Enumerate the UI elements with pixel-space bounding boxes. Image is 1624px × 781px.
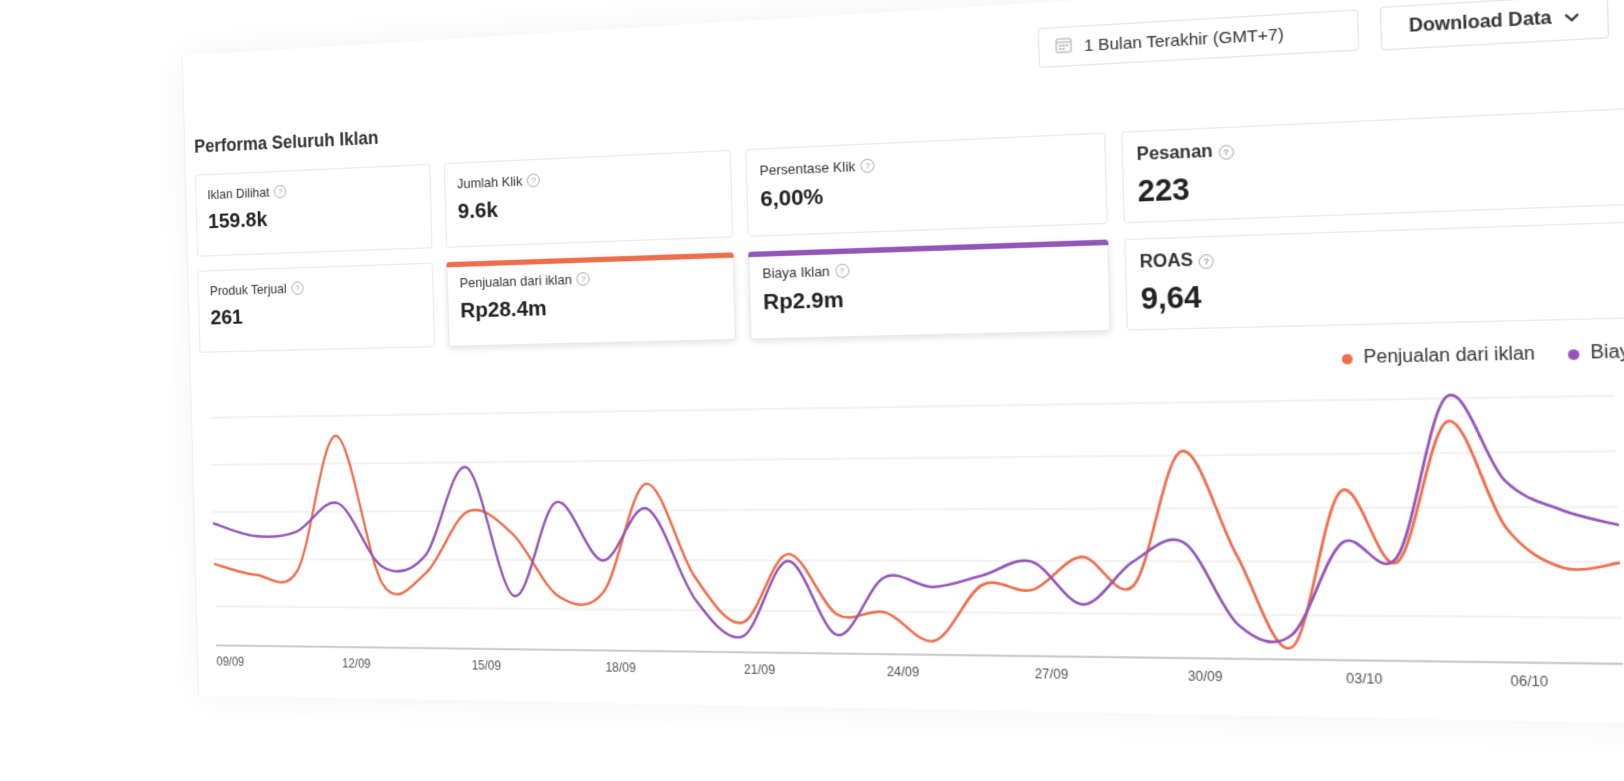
x-tick-label: 09/09 bbox=[216, 654, 244, 669]
grid-line bbox=[210, 396, 1615, 418]
section-title: Performa Seluruh Iklan bbox=[194, 127, 379, 157]
help-icon[interactable]: ? bbox=[291, 281, 304, 295]
ads-performance-panel: 1 Bulan Terakhir (GMT+7) Download Data P… bbox=[182, 0, 1624, 725]
metric-label: Iklan Dilihat bbox=[207, 184, 269, 202]
help-icon[interactable]: ? bbox=[527, 173, 540, 187]
date-range-picker[interactable]: 1 Bulan Terakhir (GMT+7) bbox=[1038, 9, 1360, 68]
metric-value: 159.8k bbox=[208, 201, 419, 234]
x-axis-line bbox=[216, 645, 1623, 664]
grid-line bbox=[213, 507, 1618, 512]
calendar-icon bbox=[1055, 36, 1072, 58]
metric-value: 9,64 bbox=[1140, 266, 1624, 317]
x-tick-label: 06/10 bbox=[1510, 673, 1548, 690]
cost-series-line bbox=[210, 392, 1622, 647]
metric-card-biaya-iklan[interactable]: Biaya Iklan? Rp2.9m bbox=[748, 240, 1111, 340]
download-data-button[interactable]: Download Data bbox=[1380, 0, 1609, 51]
metric-cards: Iklan Dilihat? 159.8k Jumlah Klik? 9.6k … bbox=[195, 104, 1624, 352]
help-icon[interactable]: ? bbox=[1218, 144, 1234, 159]
legend-dot bbox=[1568, 349, 1580, 360]
x-tick-label: 18/09 bbox=[605, 660, 636, 675]
toolbar: 1 Bulan Terakhir (GMT+7) Download Data bbox=[1038, 0, 1624, 69]
metric-label: Produk Terjual bbox=[210, 281, 287, 299]
help-icon[interactable]: ? bbox=[835, 264, 849, 279]
x-tick-label: 30/09 bbox=[1188, 668, 1224, 684]
metric-card-pesanan[interactable]: Pesanan? 223 bbox=[1121, 104, 1624, 223]
download-data-label: Download Data bbox=[1409, 9, 1552, 38]
sales-series-line bbox=[211, 419, 1623, 653]
selected-indicator-bar bbox=[748, 240, 1108, 258]
help-icon[interactable]: ? bbox=[1199, 253, 1215, 268]
metric-label: Persentase Klik bbox=[759, 158, 855, 178]
x-tick-label: 03/10 bbox=[1346, 670, 1383, 687]
help-icon[interactable]: ? bbox=[274, 185, 286, 199]
metric-value: Rp28.4m bbox=[460, 291, 722, 324]
chevron-down-icon bbox=[1564, 7, 1580, 29]
legend-label: Penjualan dari iklan bbox=[1363, 344, 1535, 368]
x-tick-label: 24/09 bbox=[887, 664, 920, 680]
legend-dot bbox=[1342, 353, 1353, 364]
legend-item-cost[interactable]: Biaya Iklan bbox=[1567, 341, 1624, 365]
grid-line bbox=[214, 559, 1620, 562]
chart-legend: Penjualan dari iklan Biaya Iklan bbox=[1342, 341, 1624, 369]
metric-value: 6,00% bbox=[760, 173, 1092, 213]
metric-label: Jumlah Klik bbox=[457, 173, 523, 191]
metric-value: Rp2.9m bbox=[763, 280, 1096, 316]
x-tick-label: 15/09 bbox=[471, 658, 501, 673]
metric-label: Penjualan dari iklan bbox=[459, 272, 572, 291]
metric-card-penjualan-dari-iklan[interactable]: Penjualan dari iklan? Rp28.4m bbox=[446, 252, 735, 346]
legend-item-sales[interactable]: Penjualan dari iklan bbox=[1342, 344, 1536, 369]
metric-card-produk-terjual[interactable]: Produk Terjual? 261 bbox=[197, 263, 435, 353]
metric-card-jumlah-klik[interactable]: Jumlah Klik? 9.6k bbox=[444, 150, 733, 248]
metric-label: Biaya Iklan bbox=[762, 263, 830, 281]
performance-line-chart: 09/09 12/09 15/09 18/09 21/09 24/09 27/09 30/09… bbox=[192, 374, 1624, 717]
metric-label: Pesanan bbox=[1136, 142, 1213, 166]
help-icon[interactable]: ? bbox=[861, 158, 875, 173]
grid-line bbox=[215, 606, 1621, 618]
legend-label: Biaya Iklan bbox=[1590, 341, 1624, 364]
metric-card-iklan-dilihat[interactable]: Iklan Dilihat? 159.8k bbox=[195, 164, 432, 257]
x-tick-label: 12/09 bbox=[342, 656, 371, 671]
selected-indicator-bar bbox=[446, 252, 733, 267]
metric-label: ROAS bbox=[1139, 251, 1193, 273]
metric-card-roas[interactable]: ROAS? 9,64 bbox=[1124, 219, 1624, 331]
help-icon[interactable]: ? bbox=[577, 272, 590, 286]
x-tick-label: 27/09 bbox=[1034, 666, 1069, 682]
metric-value: 261 bbox=[210, 300, 422, 330]
grid-line bbox=[212, 451, 1617, 465]
date-range-label: 1 Bulan Terakhir (GMT+7) bbox=[1084, 25, 1284, 55]
metric-card-persentase-klik[interactable]: Persentase Klik? 6,00% bbox=[745, 132, 1107, 236]
metric-value: 9.6k bbox=[457, 189, 718, 225]
x-tick-label: 21/09 bbox=[744, 662, 776, 678]
